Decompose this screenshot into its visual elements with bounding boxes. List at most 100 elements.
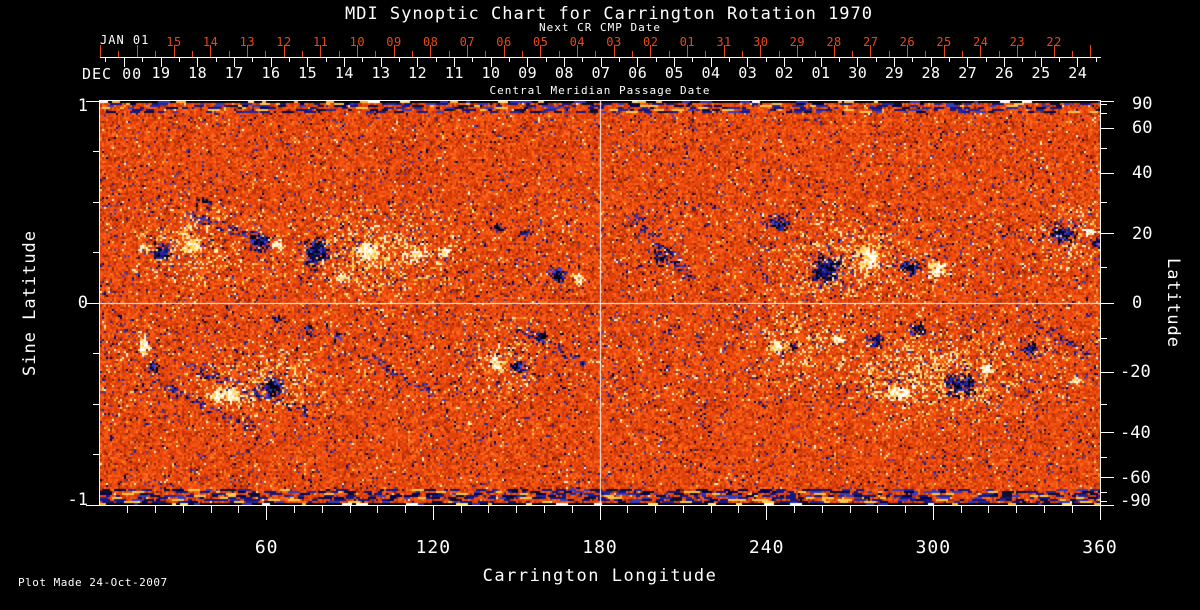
longitude-tick-label: 180: [582, 537, 618, 558]
cmp-major-tick: [893, 57, 895, 67]
next-cr-major-tick: [760, 45, 762, 57]
cmp-minor-tick: [362, 57, 364, 62]
sine-latitude-major-tick: [86, 302, 100, 304]
longitude-minor-tick: [627, 506, 629, 513]
cmp-minor-tick: [948, 57, 950, 62]
longitude-major-tick: [599, 506, 601, 520]
sine-latitude-minor-tick: [93, 454, 100, 455]
next-cr-major-tick: [430, 45, 432, 57]
cmp-minor-tick: [912, 57, 914, 62]
next-cr-major-tick: [283, 45, 285, 57]
next-cr-major-tick: [503, 45, 505, 57]
cmp-major-tick: [527, 57, 529, 67]
next-cr-day-label: 30: [752, 35, 769, 49]
next-cr-major-tick: [210, 45, 212, 57]
cmp-major-tick: [380, 57, 382, 67]
longitude-tick-label: 120: [415, 537, 452, 558]
cmp-major-tick: [783, 57, 785, 67]
cmp-major-tick: [417, 57, 419, 67]
cmp-minor-tick: [692, 57, 694, 62]
longitude-major-tick: [766, 506, 768, 520]
cmp-major-tick: [123, 57, 125, 67]
next-cr-major-tick: [723, 45, 725, 57]
next-cr-day-label: 07: [459, 35, 476, 49]
next-cr-minor-tick: [1035, 51, 1037, 57]
cmp-major-tick: [1077, 57, 1079, 67]
longitude-minor-tick: [571, 506, 573, 513]
next-cr-minor-tick: [851, 51, 853, 57]
cmp-major-tick: [233, 57, 235, 67]
cmp-day-label: 29: [884, 64, 904, 82]
next-cr-major-tick: [320, 45, 322, 57]
longitude-minor-tick: [682, 506, 684, 513]
next-cr-day-label: 10: [349, 35, 366, 49]
next-cr-minor-tick: [448, 51, 450, 57]
next-cr-day-label: 12: [276, 35, 292, 49]
latitude-major-tick: [1100, 477, 1114, 479]
cmp-day-label: 14: [334, 64, 354, 82]
longitude-minor-tick: [543, 506, 545, 513]
longitude-tick-label: 240: [748, 537, 785, 558]
cmp-day-label: 13: [371, 64, 391, 82]
latitude-minor-tick: [1100, 403, 1107, 405]
cmp-minor-tick: [655, 57, 657, 62]
cmp-minor-tick: [435, 57, 437, 62]
cmp-minor-tick: [472, 57, 474, 62]
cmp-major-tick: [1003, 57, 1005, 67]
longitude-minor-tick: [377, 506, 379, 513]
sine-latitude-minor-tick: [93, 151, 100, 152]
longitude-minor-tick: [1071, 506, 1073, 513]
latitude-tick-label: 90: [1132, 94, 1153, 114]
latitude-major-tick: [1100, 504, 1114, 506]
cmp-day-label: 16: [261, 64, 281, 82]
plot-made-note: Plot Made 24-Oct-2007: [18, 576, 168, 589]
longitude-minor-tick: [849, 506, 851, 513]
cmp-minor-tick: [728, 57, 730, 62]
cmp-date-axis-caption: Central Meridian Passage Date: [489, 84, 711, 97]
next-cr-major-tick: [906, 45, 908, 57]
cmp-day-label: 15: [298, 64, 318, 82]
cmp-month-year-label: DEC 00: [82, 65, 143, 83]
longitude-tick-label: 360: [1082, 537, 1118, 558]
next-cr-minor-tick: [191, 51, 193, 57]
cmp-major-tick: [673, 57, 675, 67]
cmp-minor-tick: [178, 57, 180, 62]
next-cr-major-tick: [943, 45, 945, 57]
cmp-major-tick: [453, 57, 455, 67]
cmp-day-label: 27: [958, 64, 978, 82]
cmp-day-label: 10: [481, 64, 501, 82]
longitude-tick-label: 60: [254, 537, 279, 558]
longitude-minor-tick: [155, 506, 157, 513]
latitude-major-tick: [1100, 432, 1114, 434]
latitude-major-tick: [1100, 302, 1114, 304]
cmp-major-tick: [820, 57, 822, 67]
sine-latitude-minor-tick: [93, 201, 100, 203]
longitude-minor-tick: [516, 506, 518, 513]
cmp-day-label: 30: [848, 64, 868, 82]
longitude-minor-tick: [349, 506, 351, 513]
next-cr-minor-tick: [301, 51, 303, 57]
next-cr-day-label: 02: [642, 35, 659, 49]
cmp-minor-tick: [215, 57, 217, 62]
next-cr-minor-tick: [118, 51, 120, 57]
latitude-major-tick: [1100, 172, 1114, 174]
next-cr-major-tick: [136, 45, 138, 57]
next-cr-cmp-date-caption: Next CR CMP Date: [539, 21, 661, 34]
latitude-minor-tick: [1100, 103, 1107, 105]
sine-latitude-tick-label: 1: [77, 96, 88, 116]
next-cr-day-label: 24: [973, 35, 989, 49]
latitude-minor-tick: [1100, 147, 1107, 149]
cmp-minor-tick: [508, 57, 510, 62]
next-cr-day-label: 13: [239, 35, 256, 49]
latitude-minor-tick: [1100, 201, 1107, 203]
next-cr-day-label: 14: [202, 35, 219, 49]
next-cr-minor-tick: [521, 51, 523, 57]
longitude-minor-tick: [738, 506, 740, 513]
latitude-major-tick: [1100, 127, 1114, 129]
latitude-minor-tick: [1100, 501, 1107, 503]
cmp-day-label: 07: [591, 64, 611, 82]
cmp-minor-tick: [398, 57, 400, 62]
next-cr-day-label: 15: [166, 35, 182, 49]
next-cr-minor-tick: [558, 51, 560, 57]
next-cr-day-label: 22: [1046, 35, 1062, 49]
